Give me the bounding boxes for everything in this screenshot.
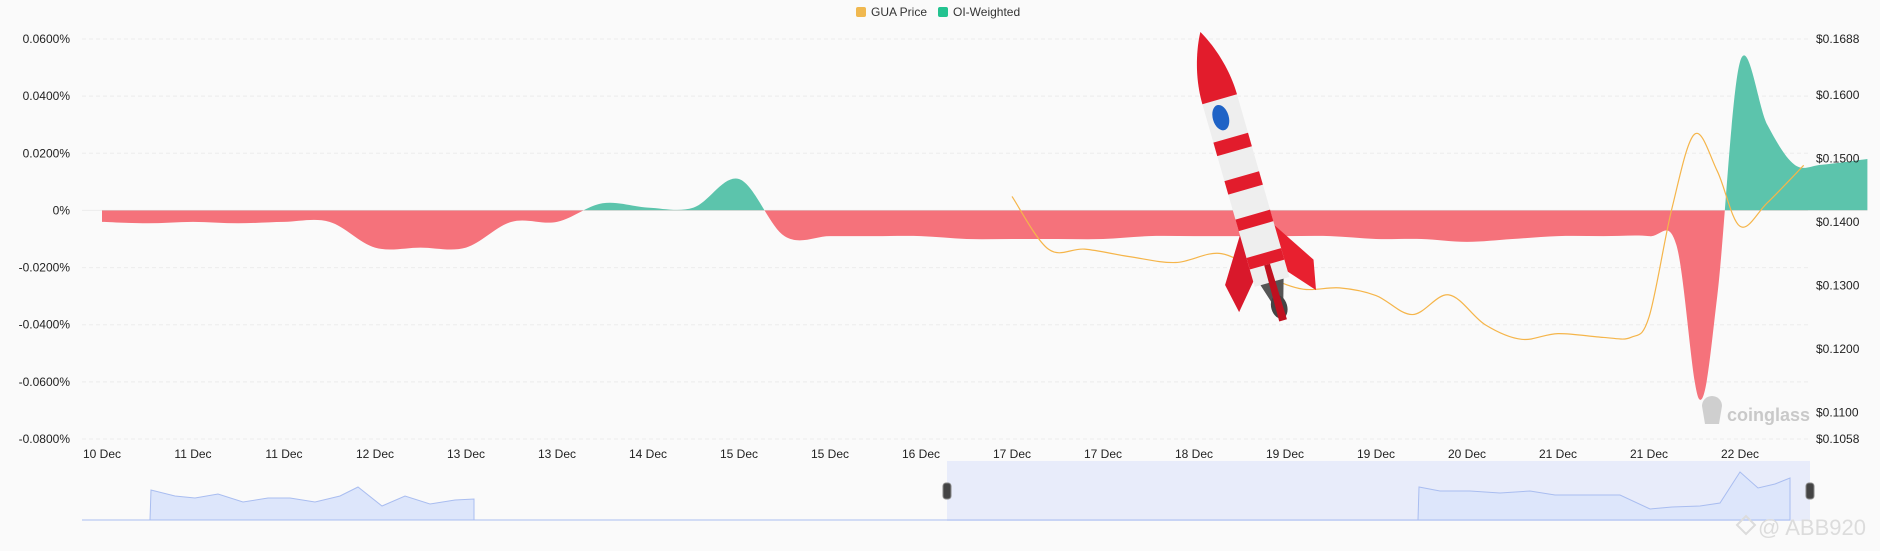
x-tick-label: 10 Dec xyxy=(83,447,121,461)
grid-lines xyxy=(82,38,1808,440)
x-tick-label: 15 Dec xyxy=(720,447,758,461)
y-right-tick-label: $0.1688 xyxy=(1816,32,1860,46)
x-tick-label: 21 Dec xyxy=(1630,447,1668,461)
x-tick-label: 13 Dec xyxy=(447,447,485,461)
gua-price-series-line xyxy=(1011,132,1805,341)
navigator-series-2 xyxy=(1417,471,1791,521)
y-left-tick-label: -0.0200% xyxy=(19,261,71,275)
x-tick-label: 22 Dec xyxy=(1721,447,1759,461)
y-right-tick-label: $0.1200 xyxy=(1816,342,1860,356)
oi-weighted-positive-area xyxy=(583,55,1868,211)
x-tick-label: 19 Dec xyxy=(1266,447,1304,461)
x-tick-label: 15 Dec xyxy=(811,447,849,461)
navigator-handle-left[interactable] xyxy=(942,482,952,500)
y-axis-left: 0.0600% 0.0400% 0.0200% 0% -0.0200% -0.0400% -… xyxy=(19,32,71,446)
user-watermark: @ ABB920 xyxy=(1735,514,1866,540)
y-left-tick-label: -0.0800% xyxy=(19,432,71,446)
y-left-tick-label: 0.0200% xyxy=(23,146,71,160)
y-left-tick-label: 0.0600% xyxy=(23,32,71,46)
legend-label-oi-weighted[interactable]: OI-Weighted xyxy=(953,5,1020,19)
coinglass-logo-icon xyxy=(1702,396,1722,424)
legend[interactable]: GUA Price OI-Weighted xyxy=(856,5,1020,19)
x-tick-label: 17 Dec xyxy=(1084,447,1122,461)
x-tick-label: 16 Dec xyxy=(902,447,940,461)
watermark-brand: coinglass xyxy=(1727,405,1810,425)
legend-swatch-oi-weighted[interactable] xyxy=(938,7,948,17)
gua-price-line xyxy=(1011,132,1805,341)
x-tick-label: 17 Dec xyxy=(993,447,1031,461)
x-tick-label: 20 Dec xyxy=(1448,447,1486,461)
y-left-tick-label: -0.0400% xyxy=(19,318,71,332)
x-tick-label: 11 Dec xyxy=(265,447,302,461)
legend-label-gua-price[interactable]: GUA Price xyxy=(871,5,927,19)
y-left-tick-label: 0% xyxy=(53,203,71,217)
x-tick-label: 14 Dec xyxy=(629,447,667,461)
x-tick-label: 11 Dec xyxy=(174,447,211,461)
x-tick-label: 19 Dec xyxy=(1357,447,1395,461)
y-right-tick-label: $0.1500 xyxy=(1816,151,1860,165)
y-right-tick-label: $0.1100 xyxy=(1816,405,1859,419)
watermark-user: @ ABB920 xyxy=(1758,515,1866,540)
x-tick-label: 21 Dec xyxy=(1539,447,1577,461)
x-tick-label: 18 Dec xyxy=(1175,447,1213,461)
user-watermark-icon xyxy=(1735,514,1757,536)
legend-swatch-gua-price[interactable] xyxy=(856,7,866,17)
y-left-tick-label: 0.0400% xyxy=(23,89,71,103)
x-tick-label: 12 Dec xyxy=(356,447,394,461)
y-right-tick-label: $0.1058 xyxy=(1816,432,1860,446)
x-axis: 10 Dec 11 Dec 11 Dec 12 Dec 13 Dec 13 Dec 14 D… xyxy=(83,447,1759,461)
x-tick-label: 13 Dec xyxy=(538,447,576,461)
y-right-tick-label: $0.1600 xyxy=(1816,88,1860,102)
y-left-tick-label: -0.0600% xyxy=(19,375,71,389)
y-right-tick-label: $0.1300 xyxy=(1816,278,1860,292)
navigator-series-1 xyxy=(82,486,475,521)
y-right-tick-label: $0.1400 xyxy=(1816,215,1860,229)
y-axis-right: $0.1688 $0.1600 $0.1500 $0.1400 $0.1300 $0.12… xyxy=(1816,32,1860,446)
oi-weighted-area xyxy=(102,55,1868,400)
coinglass-watermark: coinglass xyxy=(1702,396,1810,425)
range-navigator[interactable] xyxy=(82,461,1815,521)
navigator-handle-right[interactable] xyxy=(1805,482,1815,500)
rocket-illustration xyxy=(1196,31,1317,322)
oi-weighted-negative-area xyxy=(102,210,1868,400)
